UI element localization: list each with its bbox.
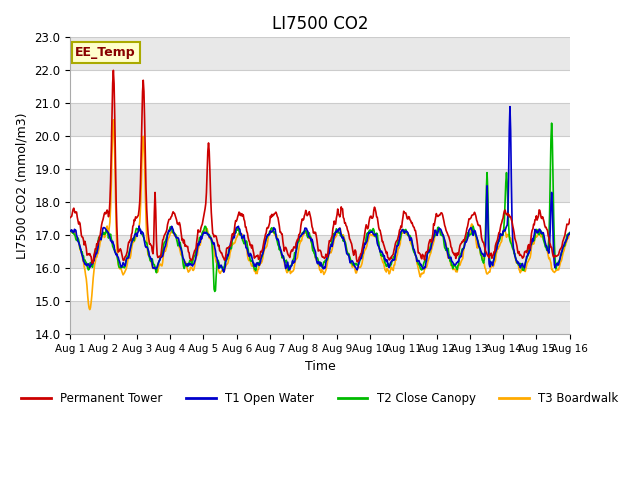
T2 Close Canopy	[204, 231, 212, 237]
T2 Close Canopy	[548, 120, 556, 126]
T2 Close Canopy	[177, 246, 185, 252]
Permanent Tower	[382, 248, 390, 254]
T1 Open Water	[67, 228, 74, 234]
T1 Open Water	[381, 257, 388, 263]
Legend: Permanent Tower, T1 Open Water, T2 Close Canopy, T3 Boardwalk: Permanent Tower, T1 Open Water, T2 Close…	[17, 388, 623, 410]
Permanent Tower	[128, 230, 136, 236]
T3 Boardwalk	[86, 307, 93, 312]
Permanent Tower	[205, 148, 213, 154]
T3 Boardwalk	[67, 229, 74, 235]
Permanent Tower	[396, 226, 404, 232]
T2 Close Canopy	[566, 230, 573, 236]
T3 Boardwalk	[566, 230, 573, 236]
Bar	[70, 235, 570, 268]
T2 Close Canopy	[127, 243, 134, 249]
T2 Close Canopy	[211, 288, 219, 294]
T1 Open Water	[127, 244, 134, 250]
T3 Boardwalk	[76, 243, 83, 249]
Permanent Tower	[89, 260, 97, 266]
Permanent Tower	[109, 68, 117, 73]
T3 Boardwalk	[128, 243, 136, 249]
T1 Open Water	[204, 232, 212, 238]
Line: T1 Open Water: T1 Open Water	[70, 107, 570, 272]
X-axis label: Time: Time	[305, 360, 335, 372]
Bar	[70, 37, 570, 71]
Line: T2 Close Canopy: T2 Close Canopy	[70, 123, 570, 291]
Bar	[70, 169, 570, 203]
Title: LI7500 CO2: LI7500 CO2	[272, 15, 368, 33]
Line: Permanent Tower: Permanent Tower	[70, 71, 570, 263]
T3 Boardwalk	[205, 235, 213, 241]
T1 Open Water	[177, 248, 185, 253]
T2 Close Canopy	[396, 238, 403, 243]
T1 Open Water	[76, 241, 83, 247]
T3 Boardwalk	[179, 255, 187, 261]
T1 Open Water	[396, 235, 403, 240]
T3 Boardwalk	[396, 241, 404, 247]
Bar	[70, 301, 570, 334]
T2 Close Canopy	[67, 228, 74, 234]
Line: T3 Boardwalk: T3 Boardwalk	[70, 120, 570, 310]
Y-axis label: LI7500 CO2 (mmol/m3): LI7500 CO2 (mmol/m3)	[16, 113, 29, 259]
T2 Close Canopy	[381, 260, 388, 265]
Bar	[70, 103, 570, 136]
Permanent Tower	[67, 215, 74, 220]
Permanent Tower	[76, 219, 83, 225]
T1 Open Water	[220, 269, 228, 275]
T2 Close Canopy	[76, 241, 83, 247]
T1 Open Water	[506, 104, 514, 109]
T3 Boardwalk	[109, 117, 117, 123]
Permanent Tower	[179, 236, 187, 242]
T3 Boardwalk	[382, 268, 390, 274]
Permanent Tower	[566, 216, 573, 222]
Text: EE_Temp: EE_Temp	[76, 46, 136, 59]
T1 Open Water	[566, 230, 573, 236]
